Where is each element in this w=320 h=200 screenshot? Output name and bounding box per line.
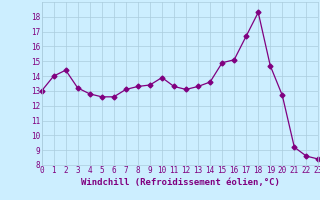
X-axis label: Windchill (Refroidissement éolien,°C): Windchill (Refroidissement éolien,°C) (81, 178, 279, 187)
